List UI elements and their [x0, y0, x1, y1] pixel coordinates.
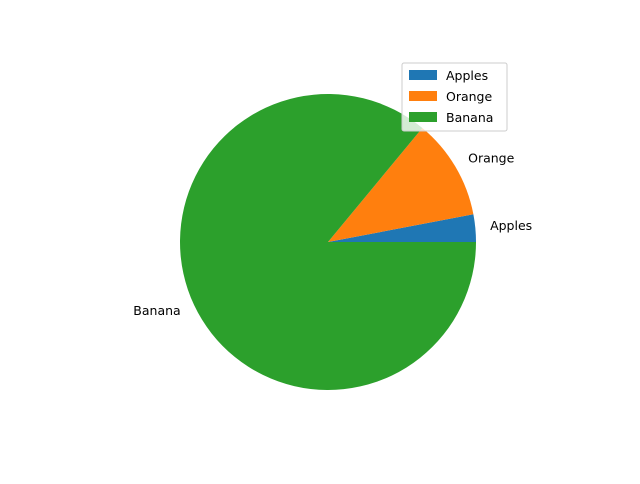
legend-entry-apples: Apples — [409, 68, 488, 83]
legend-entry-banana: Banana — [409, 110, 493, 125]
slice-label-orange: Orange — [468, 151, 514, 166]
pie-slice-orange — [328, 127, 474, 242]
legend-swatch-orange — [409, 91, 437, 101]
legend-swatch-apples — [409, 70, 437, 80]
pie-slices — [180, 94, 477, 390]
legend-swatch-banana — [409, 112, 437, 122]
legend-label-banana: Banana — [446, 110, 493, 125]
legend: Apples Orange Banana — [401, 62, 508, 132]
legend-label-apples: Apples — [446, 68, 488, 83]
legend-entry-orange: Orange — [409, 89, 492, 104]
pie-slice-banana — [180, 94, 477, 390]
slice-label-apples: Apples — [490, 218, 532, 233]
slice-label-banana: Banana — [133, 303, 180, 318]
slice-labels: Apples Orange Banana — [133, 151, 532, 318]
legend-label-orange: Orange — [446, 89, 492, 104]
pie-slice-apples — [328, 214, 476, 242]
